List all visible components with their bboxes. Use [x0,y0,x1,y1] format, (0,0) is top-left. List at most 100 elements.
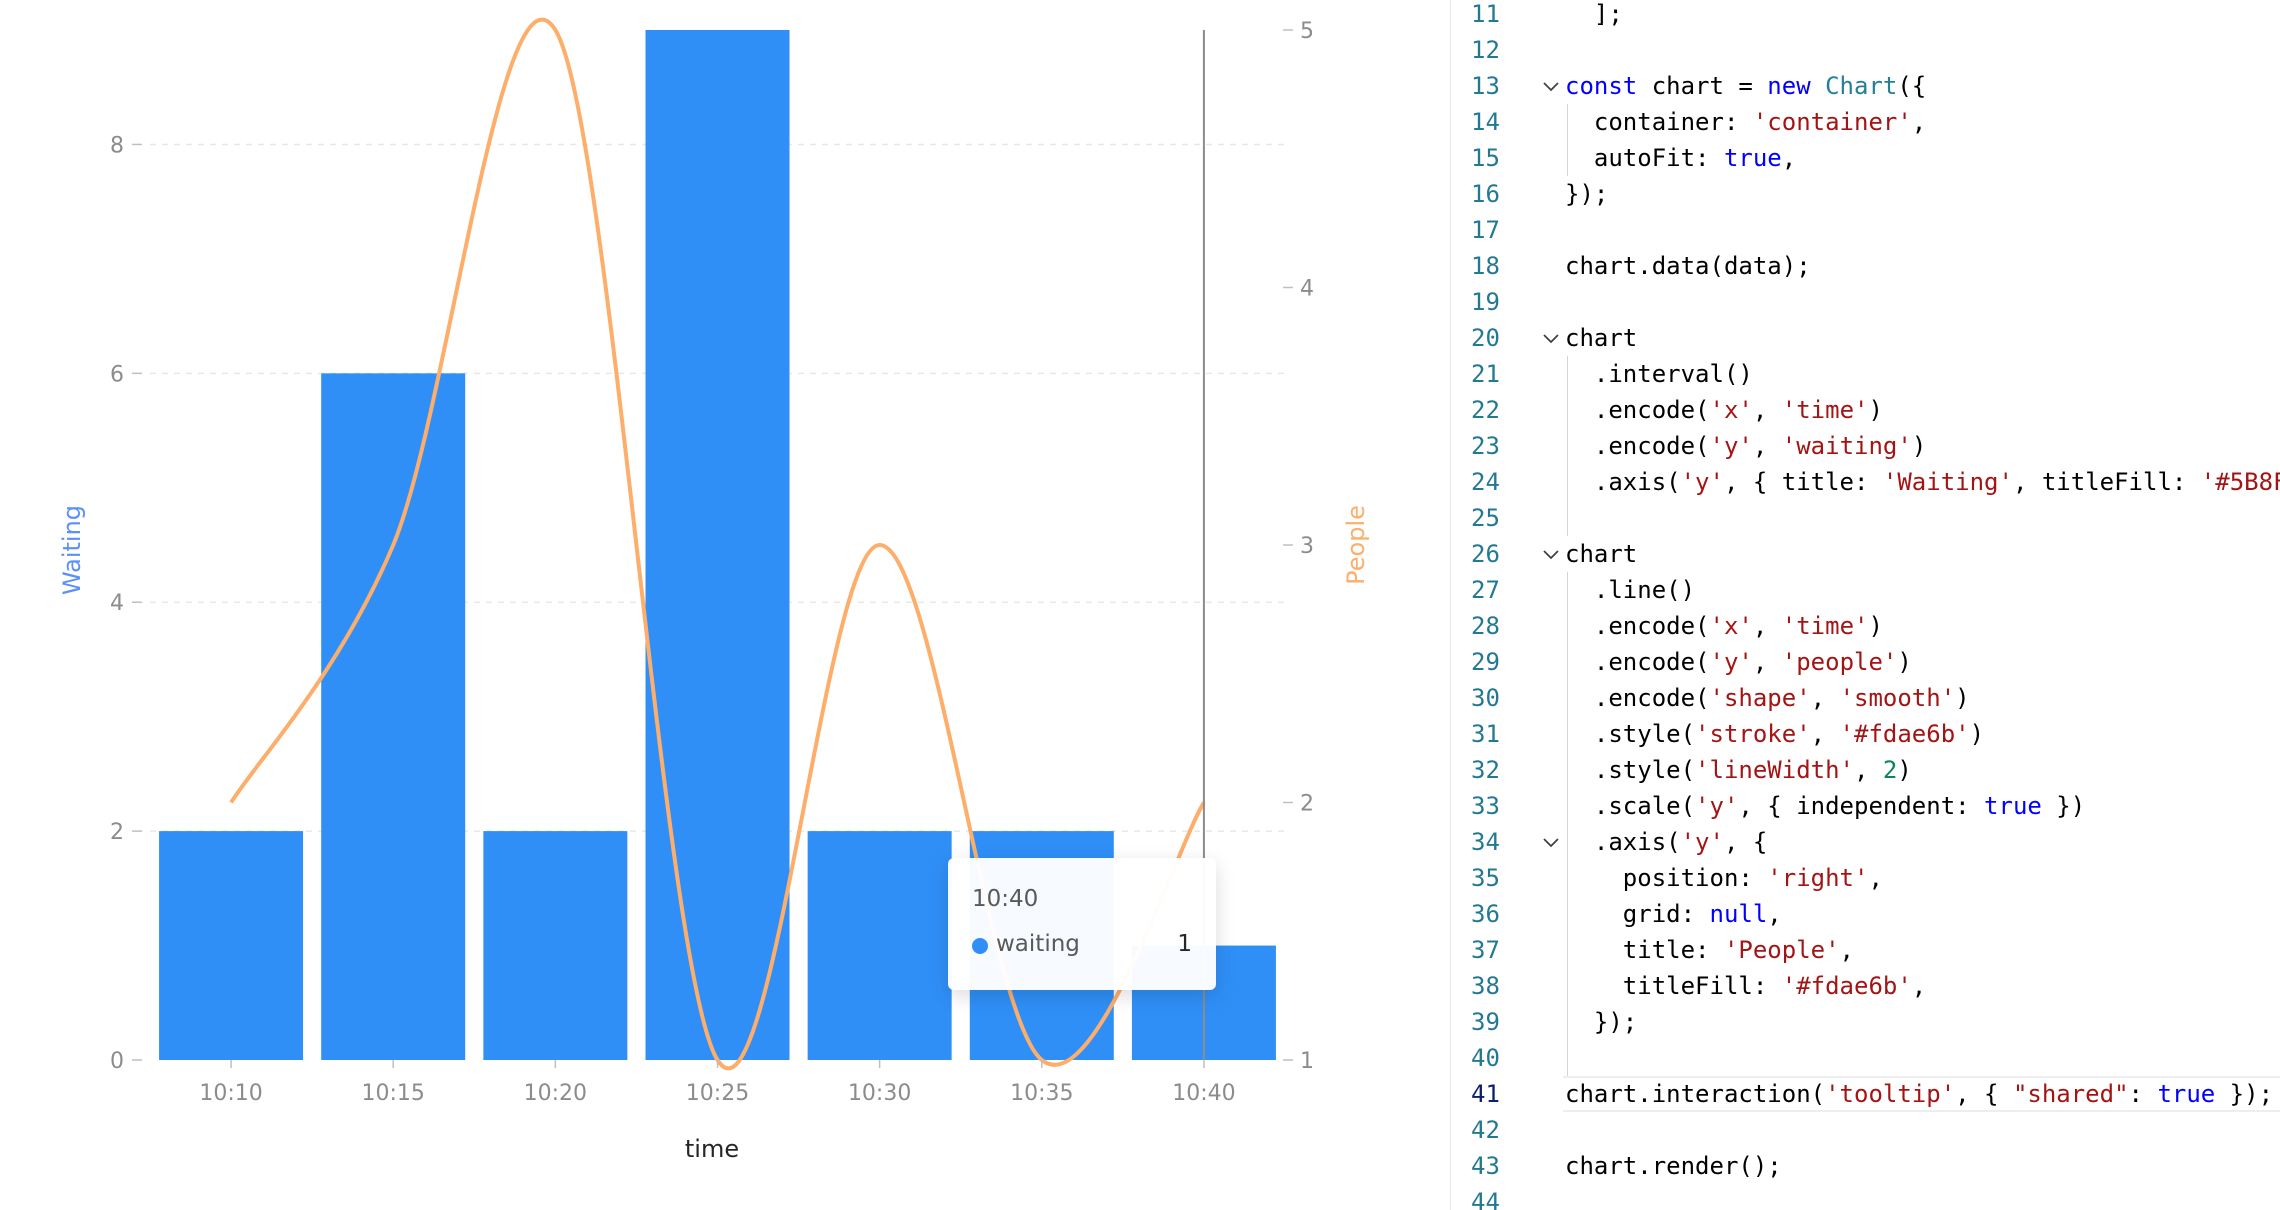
y-right-tick-label: 5 [1300,19,1314,44]
code-line[interactable]: 20 chart [1451,320,2280,356]
code-token: chart [1565,324,1638,352]
code-text: }); [1565,176,1608,212]
code-line[interactable]: 15 autoFit: true, [1451,140,2280,176]
code-line[interactable]: 35 position: 'right', [1451,860,2280,896]
code-line[interactable]: 11 ]; [1451,0,2280,32]
code-text: chart [1565,320,1637,356]
code-text: chart.data(data); [1565,248,1811,284]
code-token: .encode( [1565,648,1710,676]
code-line[interactable]: 22 .encode('x', 'time') [1451,392,2280,428]
code-line[interactable]: 36 grid: null, [1451,896,2280,932]
tooltip-item-name: waiting [996,931,1080,957]
code-line[interactable]: 23 .encode('y', 'waiting') [1451,428,2280,464]
code-text: .axis('y', { [1565,824,1767,860]
chevron-down-icon[interactable] [1541,544,1561,564]
code-token: , [1868,864,1883,892]
code-text: .encode('x', 'time') [1565,608,1883,644]
code-text: const chart = new Chart({ [1565,68,1926,104]
code-token: container: [1565,108,1753,136]
y-left-tick-label: 2 [110,820,124,845]
code-line[interactable]: 42 [1451,1112,2280,1148]
chevron-down-icon[interactable] [1541,76,1561,96]
code-token: new [1767,72,1811,100]
code-line[interactable]: 37 title: 'People', [1451,932,2280,968]
code-text: .style('lineWidth', 2) [1565,752,1912,788]
code-token: 'container' [1752,108,1912,136]
code-line[interactable]: 31 .style('stroke', '#fdae6b') [1451,716,2280,752]
chart-svg[interactable]: 0 2 4 6 8 1 2 3 4 5 10:10 10:15 10:20 10:25 10:30 10:35… [0,0,1450,1210]
code-line[interactable]: 24 .axis('y', { title: 'Waiting', titleF… [1451,464,2280,500]
code-token: ) [1969,720,1985,748]
line-number: 24 [1471,468,1500,496]
code-token: .interval() [1565,360,1753,388]
line-number: 16 [1471,180,1500,208]
code-text: chart.interaction('tooltip', { "shared":… [1565,1076,2273,1112]
code-token: }); [2215,1080,2274,1108]
code-text: .style('stroke', '#fdae6b') [1565,716,1984,752]
tooltip: 10:40 waiting 1 [948,858,1216,990]
code-token: 'tooltip' [1825,1080,1956,1108]
code-text: title: 'People', [1565,932,1854,968]
code-editor[interactable]: 11 ]; 12 13 const chart = new Chart({14 con… [1450,0,2280,1210]
y-left-tick-label: 4 [110,591,124,616]
line-number: 27 [1471,576,1500,604]
code-line[interactable]: 28 .encode('x', 'time') [1451,608,2280,644]
code-line[interactable]: 26 chart [1451,536,2280,572]
code-text: autoFit: true, [1565,140,1796,176]
code-line[interactable]: 44 [1451,1184,2280,1210]
y-left-tick-label: 8 [110,133,124,158]
line-number: 33 [1471,792,1500,820]
code-line[interactable]: 41 chart.interaction('tooltip', { "shared… [1451,1076,2280,1112]
code-token: 'smooth' [1839,684,1956,712]
y-right-tick-label: 2 [1300,792,1314,817]
code-line[interactable]: 29 .encode('y', 'people') [1451,644,2280,680]
bar-waiting [807,831,952,1060]
code-line[interactable]: 32 .style('lineWidth', 2) [1451,752,2280,788]
code-line[interactable]: 21 .interval() [1451,356,2280,392]
code-line[interactable]: 40 [1451,1040,2280,1076]
code-line[interactable]: 19 [1451,284,2280,320]
code-line[interactable]: 12 [1451,32,2280,68]
code-token: const [1565,72,1638,100]
code-token: }) [2041,792,2086,820]
axis-layer: 0 2 4 6 8 1 2 3 4 5 10:10 10:15 10:20 10:25 10:30 10:35… [110,19,1314,1106]
code-line[interactable]: 30 .encode('shape', 'smooth') [1451,680,2280,716]
code-token: 'People' [1723,936,1840,964]
code-line[interactable]: 43 chart.render(); [1451,1148,2280,1184]
code-token: 'y' [1680,468,1724,496]
current-line-highlight [1563,1076,2280,1112]
code-text: ]; [1565,0,1623,32]
bar-waiting [483,831,628,1060]
code-line[interactable]: 17 [1451,212,2280,248]
line-number: 44 [1471,1188,1500,1210]
code-token: , [1752,612,1782,640]
line-number: 20 [1471,324,1500,352]
code-line[interactable]: 13 const chart = new Chart({ [1451,68,2280,104]
code-token: , [1839,936,1854,964]
chevron-down-icon[interactable] [1541,832,1561,852]
chevron-down-icon[interactable] [1541,328,1561,348]
code-line[interactable]: 34 .axis('y', { [1451,824,2280,860]
code-token: 'right' [1767,864,1869,892]
code-token: , [1911,972,1927,1000]
code-line[interactable]: 38 titleFill: '#fdae6b', [1451,968,2280,1004]
code-line[interactable]: 33 .scale('y', { independent: true }) [1451,788,2280,824]
code-line[interactable]: 27 .line() [1451,572,2280,608]
code-line[interactable]: 25 [1451,500,2280,536]
code-token: ) [1897,756,1912,784]
y-left-tick-label: 6 [110,362,124,387]
code-line[interactable]: 39 }); [1451,1004,2280,1040]
code-text: .encode('y', 'waiting') [1565,428,1926,464]
code-text: .line() [1565,572,1695,608]
tooltip-item-value: 1 [1177,931,1192,957]
code-token: ]; [1565,0,1623,28]
code-token: , [1752,432,1782,460]
tooltip-title: 10:40 [972,886,1039,912]
code-token [1811,72,1825,100]
line-number: 12 [1471,36,1500,64]
code-line[interactable]: 14 container: 'container', [1451,104,2280,140]
code-line[interactable]: 16}); [1451,176,2280,212]
code-token: , { [1723,828,1768,856]
code-text: .encode('x', 'time') [1565,392,1883,428]
code-line[interactable]: 18 chart.data(data); [1451,248,2280,284]
